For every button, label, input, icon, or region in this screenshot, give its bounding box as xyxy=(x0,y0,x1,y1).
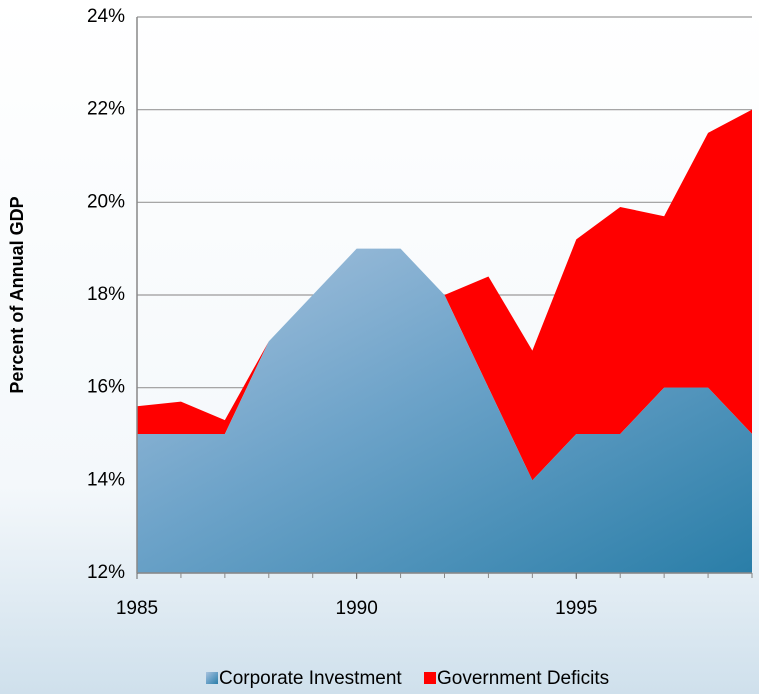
legend-label: Government Deficits xyxy=(437,668,609,689)
y-tick-label: 20% xyxy=(87,191,125,212)
x-tick-label: 1985 xyxy=(116,598,158,619)
y-tick-label: 14% xyxy=(87,469,125,490)
y-tick-label: 18% xyxy=(87,284,125,305)
x-tick-label: 1990 xyxy=(336,598,378,619)
y-axis-label: Percent of Annual GDP xyxy=(7,196,27,393)
y-tick-label: 12% xyxy=(87,562,125,583)
y-tick-label: 22% xyxy=(87,99,125,120)
legend-swatch xyxy=(424,672,436,684)
legend-label: Corporate Investment xyxy=(219,668,402,689)
legend-swatch xyxy=(206,672,218,684)
y-tick-label: 16% xyxy=(87,377,125,398)
area xyxy=(137,248,752,573)
x-tick-label: 1995 xyxy=(555,598,597,619)
y-tick-label: 24% xyxy=(87,6,125,27)
